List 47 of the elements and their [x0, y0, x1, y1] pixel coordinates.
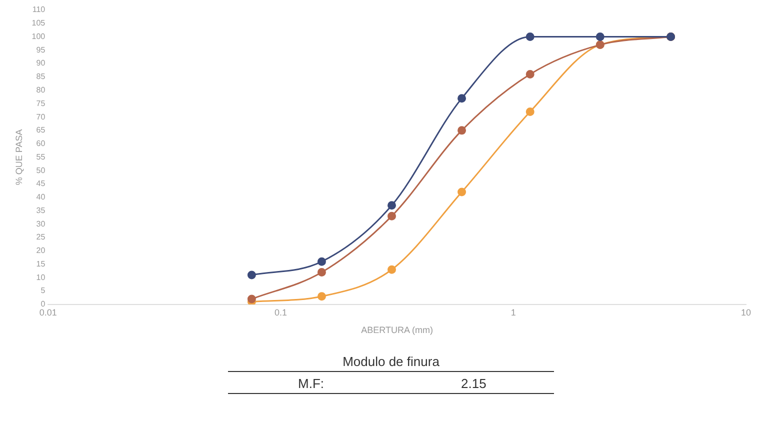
text: Modulo de finura — [228, 352, 554, 372]
y-tick-label: 5 — [40, 286, 46, 296]
x-tick-label: 1 — [510, 307, 516, 318]
y-tick-label: 25 — [36, 232, 46, 242]
y-tick-label: 0 — [40, 300, 46, 309]
y-tick-label: 65 — [36, 126, 46, 135]
point — [317, 257, 326, 266]
y-tick-label: 75 — [36, 98, 46, 108]
y-tick-label: 60 — [36, 139, 46, 148]
text: 2.15 — [460, 376, 488, 391]
y-tick-label: 95 — [36, 45, 46, 54]
point — [458, 126, 466, 135]
y-tick-label: 85 — [36, 72, 46, 82]
y-tick-label: 30 — [36, 219, 46, 228]
y-tick-label: 105 — [32, 18, 46, 28]
point — [247, 294, 256, 304]
point — [388, 201, 396, 210]
y-tick-label: 45 — [36, 179, 46, 188]
x-tick-label: 10 — [740, 307, 752, 318]
y-tick-label: 10 — [36, 272, 46, 282]
y-tick-label: 80 — [36, 85, 46, 94]
point — [247, 270, 256, 280]
point — [388, 265, 396, 274]
y-tick-label: 15 — [36, 259, 46, 268]
y-tick-label: 35 — [36, 206, 46, 215]
point — [458, 94, 466, 103]
x-tick-label: 0.1 — [274, 307, 288, 318]
point — [388, 212, 396, 220]
point — [526, 107, 534, 116]
point — [526, 32, 534, 42]
x-axis-title: ABERTURA (mm) — [361, 325, 433, 336]
point — [317, 268, 326, 277]
text: M.F: — [297, 376, 325, 391]
x-tick-label: 0.01 — [39, 307, 57, 318]
y-tick-label: 55 — [36, 152, 46, 162]
y-tick-label: 90 — [36, 58, 46, 68]
y-tick-label: 70 — [36, 112, 46, 122]
y-tick-label: 50 — [36, 166, 46, 175]
point — [458, 188, 466, 196]
y-tick-label: 110 — [32, 5, 46, 14]
point — [526, 70, 534, 78]
y-tick-label: 100 — [32, 32, 46, 41]
y-tick-label: 40 — [36, 192, 46, 202]
y-tick-label: 20 — [36, 246, 46, 256]
y-axis-title: % QUE PASA — [14, 129, 24, 186]
point — [317, 292, 326, 301]
point — [596, 32, 604, 42]
